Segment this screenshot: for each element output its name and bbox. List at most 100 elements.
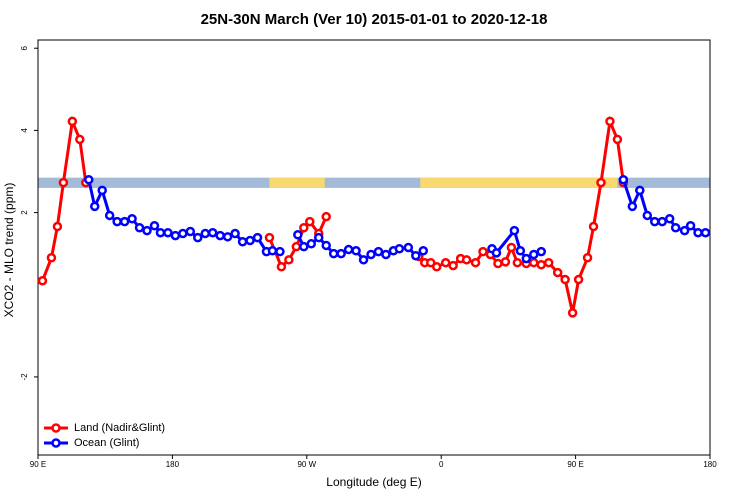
point xyxy=(149,220,160,231)
x-tick-label: 90 W xyxy=(297,460,316,469)
point xyxy=(403,242,414,253)
plot-frame xyxy=(37,39,711,456)
point xyxy=(89,201,100,212)
point xyxy=(664,213,675,224)
point xyxy=(252,232,263,243)
legend-marker xyxy=(51,438,61,448)
point xyxy=(84,174,94,185)
point xyxy=(112,216,122,227)
point xyxy=(52,221,63,232)
point xyxy=(275,246,285,257)
point xyxy=(321,240,331,251)
ocean-strip xyxy=(38,177,710,188)
point xyxy=(267,246,278,256)
point xyxy=(163,227,173,238)
point xyxy=(431,262,442,272)
point xyxy=(670,223,681,233)
point xyxy=(293,230,303,240)
point xyxy=(134,223,145,233)
point xyxy=(230,228,240,239)
point xyxy=(543,257,554,268)
point xyxy=(127,213,137,224)
point xyxy=(381,249,391,260)
point xyxy=(649,216,660,227)
point xyxy=(448,260,458,271)
point xyxy=(425,257,436,268)
point xyxy=(573,274,584,285)
point xyxy=(582,253,593,263)
point xyxy=(299,241,309,252)
point xyxy=(567,308,578,318)
point xyxy=(336,248,346,259)
x-tick-label: 180 xyxy=(703,460,717,469)
point xyxy=(373,246,384,257)
point xyxy=(67,116,78,127)
point xyxy=(170,230,181,241)
point xyxy=(618,174,629,185)
point xyxy=(493,258,503,269)
point xyxy=(37,276,48,286)
point xyxy=(276,262,287,272)
point xyxy=(245,235,255,246)
point xyxy=(394,243,405,254)
point xyxy=(461,255,472,265)
point xyxy=(237,236,248,247)
point xyxy=(284,255,294,265)
point xyxy=(529,257,539,268)
point xyxy=(299,223,309,233)
point xyxy=(521,253,532,264)
point xyxy=(642,210,653,221)
point xyxy=(700,227,711,238)
y-axis-label: XCO2 - MLO trend (ppm) xyxy=(2,183,16,318)
point xyxy=(536,260,547,270)
point xyxy=(411,250,421,261)
point xyxy=(200,228,211,239)
point xyxy=(119,216,130,227)
x-tick-label: 90 E xyxy=(567,460,583,469)
point xyxy=(46,253,57,263)
point xyxy=(552,267,563,278)
point xyxy=(291,241,302,252)
point xyxy=(693,227,703,238)
point xyxy=(506,242,517,253)
point xyxy=(657,216,667,227)
land-strip xyxy=(420,177,618,188)
point xyxy=(178,228,188,239)
point xyxy=(515,246,526,256)
x-tick-label: 180 xyxy=(166,460,180,469)
point xyxy=(215,230,225,241)
x-axis-label: Longitude (deg E) xyxy=(326,475,421,489)
legend-marker xyxy=(51,423,61,433)
point xyxy=(588,221,599,232)
point xyxy=(343,244,354,255)
y-tick-label: -2 xyxy=(20,373,29,381)
point xyxy=(685,220,696,231)
legend-label: Ocean (Glint) xyxy=(74,437,139,449)
point xyxy=(500,257,511,267)
point xyxy=(491,248,502,258)
point xyxy=(605,116,615,127)
point xyxy=(155,227,166,238)
point xyxy=(58,177,69,188)
point xyxy=(536,246,547,257)
y-tick-label: 6 xyxy=(20,45,29,50)
point xyxy=(478,246,488,257)
point xyxy=(97,185,107,196)
point xyxy=(627,201,638,212)
point xyxy=(264,232,275,243)
point xyxy=(328,248,339,259)
point xyxy=(305,216,315,227)
point xyxy=(104,210,115,221)
point xyxy=(366,249,376,260)
y-tick-label: 4 xyxy=(20,128,29,133)
x-tick-label: 90 E xyxy=(30,460,46,469)
x-tick-label: 0 xyxy=(439,460,444,469)
point xyxy=(596,177,606,188)
point xyxy=(185,226,196,237)
point xyxy=(351,246,361,256)
legend-label: Land (Nadir&Glint) xyxy=(74,422,165,434)
point xyxy=(679,225,690,236)
point xyxy=(142,225,152,236)
point xyxy=(440,257,451,268)
